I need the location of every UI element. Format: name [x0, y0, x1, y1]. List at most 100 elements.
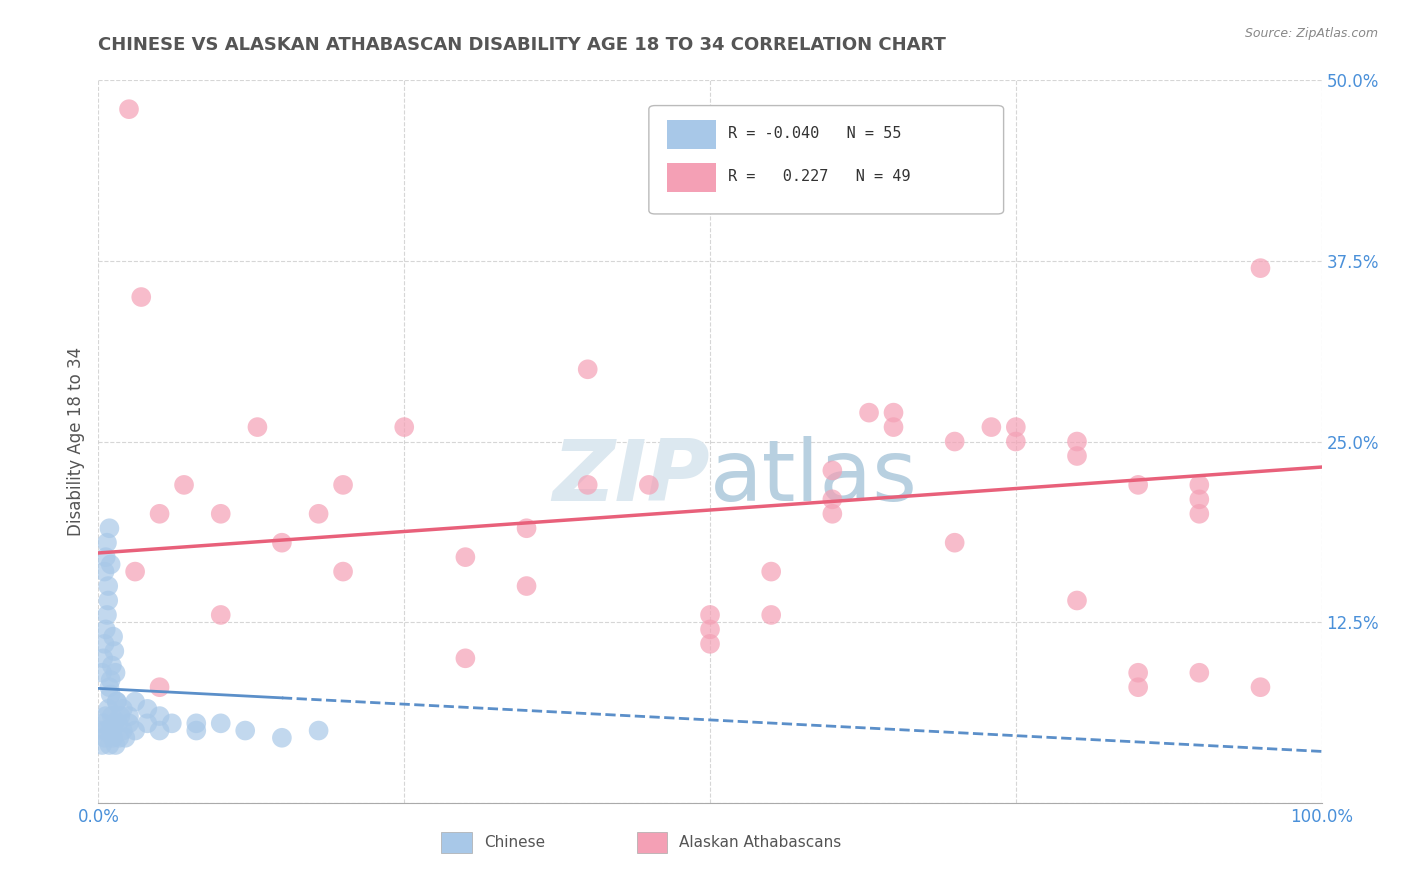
FancyBboxPatch shape [668, 120, 716, 149]
Point [93, 565, 115, 579]
Point [91, 738, 114, 752]
Point [96, 723, 118, 738]
Point [103, 644, 125, 658]
Point [96, 535, 118, 549]
Point [308, 723, 330, 738]
Point [101, 731, 124, 745]
Text: Source: ZipAtlas.com: Source: ZipAtlas.com [1244, 27, 1378, 40]
Point [103, 716, 125, 731]
Point [761, 607, 783, 622]
Point [821, 492, 844, 507]
Point [1250, 680, 1272, 694]
Point [129, 290, 152, 304]
Point [246, 420, 269, 434]
Point [186, 723, 208, 738]
Point [97, 702, 120, 716]
Point [104, 665, 127, 680]
Point [1128, 478, 1150, 492]
Point [111, 723, 134, 738]
Point [699, 607, 721, 622]
Point [637, 478, 661, 492]
Point [1004, 434, 1026, 449]
Point [1188, 492, 1211, 507]
Point [124, 723, 146, 738]
Point [270, 731, 294, 745]
Point [118, 709, 141, 723]
Point [270, 535, 294, 549]
Point [699, 623, 721, 637]
Point [110, 709, 132, 723]
Point [233, 723, 256, 738]
Point [392, 420, 416, 434]
Point [1128, 680, 1150, 694]
Point [821, 463, 844, 477]
Point [149, 709, 172, 723]
Point [943, 535, 966, 549]
Point [209, 507, 232, 521]
Point [943, 434, 966, 449]
Point [1128, 665, 1150, 680]
Point [883, 406, 905, 420]
FancyBboxPatch shape [637, 831, 668, 854]
Point [516, 521, 538, 535]
Text: atlas: atlas [710, 436, 918, 519]
Point [96, 607, 118, 622]
Point [100, 723, 122, 738]
Point [883, 420, 905, 434]
Point [93, 731, 115, 745]
Point [980, 420, 1002, 434]
Point [98, 680, 121, 694]
Point [111, 702, 134, 716]
Point [98, 521, 121, 535]
Point [454, 550, 477, 565]
Point [104, 738, 127, 752]
Point [332, 478, 354, 492]
Point [107, 716, 129, 731]
FancyBboxPatch shape [668, 163, 716, 193]
Point [91, 651, 114, 665]
Point [98, 738, 121, 752]
Point [94, 709, 117, 723]
Text: Chinese: Chinese [484, 835, 546, 850]
Point [332, 565, 354, 579]
Point [1188, 478, 1211, 492]
Point [94, 550, 117, 565]
Point [454, 651, 477, 665]
Point [101, 630, 124, 644]
Text: CHINESE VS ALASKAN ATHABASCAN DISABILITY AGE 18 TO 34 CORRELATION CHART: CHINESE VS ALASKAN ATHABASCAN DISABILITY… [98, 36, 946, 54]
Point [1004, 420, 1026, 434]
Point [209, 716, 232, 731]
Point [91, 716, 114, 731]
FancyBboxPatch shape [648, 105, 1004, 214]
Point [209, 607, 232, 622]
Point [136, 702, 159, 716]
Point [114, 731, 136, 745]
Point [699, 637, 721, 651]
Point [1066, 434, 1088, 449]
Point [576, 478, 599, 492]
Point [118, 102, 141, 116]
Point [149, 507, 172, 521]
Point [100, 558, 122, 572]
Point [136, 716, 159, 731]
Point [101, 709, 124, 723]
Point [186, 716, 208, 731]
Point [93, 637, 115, 651]
Point [97, 579, 120, 593]
Point [761, 565, 783, 579]
Point [91, 665, 114, 680]
Point [1066, 449, 1088, 463]
Point [108, 731, 131, 745]
Point [1066, 593, 1088, 607]
Point [94, 623, 117, 637]
Point [149, 723, 172, 738]
Point [160, 716, 183, 731]
Point [100, 673, 122, 687]
Point [97, 593, 120, 607]
Point [821, 507, 844, 521]
Point [118, 716, 141, 731]
Point [101, 658, 124, 673]
Point [149, 680, 172, 694]
Point [576, 362, 599, 376]
Point [516, 579, 538, 593]
